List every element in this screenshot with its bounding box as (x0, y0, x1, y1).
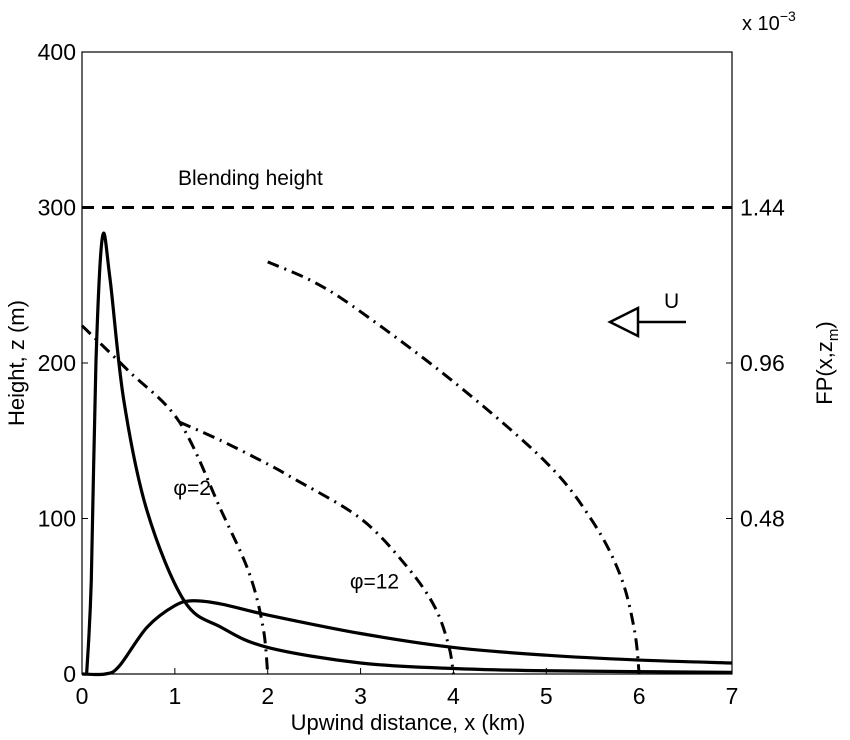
wind-arrow: U (607, 290, 686, 339)
plot-frame (81, 51, 733, 675)
x-tick-label: 2 (261, 683, 274, 709)
y-tick-label: 400 (38, 39, 76, 65)
y2-tick-label: 1.44 (740, 195, 785, 221)
wind-label: U (664, 290, 679, 313)
blending-height-label: Blending height (178, 167, 323, 190)
series-label-phi12: φ=12 (350, 570, 399, 593)
y2-tick-label: 0.48 (740, 506, 785, 532)
x-tick-label: 1 (168, 683, 181, 709)
y-tick-label: 300 (38, 195, 76, 221)
x-axis-label: Upwind distance, x (km) (291, 710, 526, 735)
x-tick-label: 5 (540, 683, 553, 709)
y-tick-label: 0 (63, 661, 76, 687)
x-tick-label: 6 (633, 683, 646, 709)
y2-tick-label: 0.96 (740, 350, 785, 376)
y-axis-label: Height, z (m) (4, 300, 29, 426)
series-label-phi2: φ=2 (173, 477, 211, 500)
x-tick-label: 7 (726, 683, 739, 709)
y2-multiplier: x 10−3 (742, 8, 796, 35)
footprint-curve-1 (81, 599, 733, 677)
boundary-curve-1 (178, 420, 455, 675)
arrow-head-icon (607, 305, 640, 339)
x-tick-label: 0 (76, 683, 89, 709)
x-tick-label: 4 (447, 683, 460, 709)
y2-axis-label: FP(x,zm) (812, 321, 842, 404)
footprint-curve-0 (85, 231, 733, 675)
y-tick-label: 100 (38, 506, 76, 532)
y-tick-label: 200 (38, 350, 76, 376)
x-tick-label: 3 (354, 683, 367, 709)
boundary-curve-2 (267, 260, 641, 675)
